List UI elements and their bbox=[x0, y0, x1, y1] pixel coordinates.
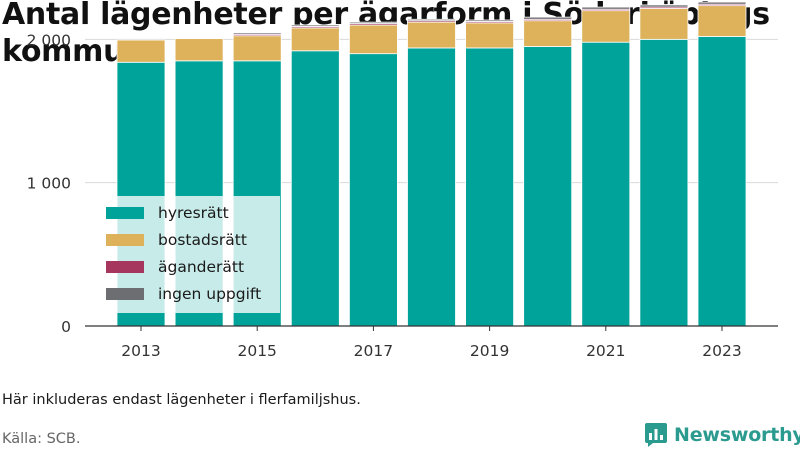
legend-swatch bbox=[106, 261, 144, 273]
bar-segment bbox=[407, 18, 456, 22]
legend-label: bostadsrätt bbox=[158, 231, 247, 249]
bar-segment bbox=[232, 32, 282, 35]
bar-segment bbox=[581, 10, 631, 43]
bar-segment bbox=[697, 5, 747, 37]
brand-logo: Newsworthy bbox=[644, 420, 800, 450]
x-tick-label: 2015 bbox=[237, 342, 276, 360]
bar-segment bbox=[639, 8, 689, 40]
bar-segment bbox=[581, 41, 631, 327]
bar-segment bbox=[697, 1, 747, 5]
bar-segment bbox=[290, 27, 340, 52]
bar-segment bbox=[348, 53, 398, 327]
bar-segment bbox=[581, 6, 631, 10]
bar-segment bbox=[523, 16, 573, 20]
legend-swatch bbox=[106, 288, 144, 300]
bar-segment bbox=[407, 47, 456, 327]
legend-label: äganderätt bbox=[158, 258, 244, 276]
legend-swatch bbox=[106, 234, 144, 246]
x-tick-label: 2019 bbox=[470, 342, 509, 360]
brand-name: Newsworthy bbox=[674, 424, 800, 446]
chart-note: Här inkluderas endast lägenheter i flerf… bbox=[2, 392, 361, 408]
x-tick-label: 2017 bbox=[354, 342, 393, 360]
bar-segment bbox=[174, 38, 224, 62]
bar-segment bbox=[639, 38, 689, 327]
bar-segment bbox=[407, 21, 456, 49]
bar-segment bbox=[639, 4, 689, 8]
legend-swatch bbox=[106, 207, 144, 219]
chart-source: Källa: SCB. bbox=[2, 431, 81, 447]
legend-label: ingen uppgift bbox=[158, 285, 261, 303]
y-tick-label: 1 000 bbox=[27, 175, 71, 193]
legend-label: hyresrätt bbox=[158, 204, 229, 222]
newsworthy-logo-icon bbox=[645, 423, 667, 447]
y-tick-label: 0 bbox=[61, 318, 71, 336]
bar-segment bbox=[348, 21, 398, 24]
bar-segment bbox=[465, 19, 515, 22]
bar-segment bbox=[697, 36, 747, 327]
x-tick-label: 2023 bbox=[702, 342, 741, 360]
bar-segment bbox=[523, 46, 573, 327]
x-tick-label: 2021 bbox=[586, 342, 625, 360]
y-tick-label: 2 000 bbox=[27, 31, 71, 49]
bar-segment bbox=[232, 35, 282, 62]
bar-segment bbox=[290, 24, 340, 27]
bar-segment bbox=[174, 37, 224, 40]
bar-segment bbox=[465, 22, 515, 49]
x-tick-label: 2013 bbox=[121, 342, 160, 360]
stacked-bar-chart: 0 1 000 2 000 2013 2015 2017 2019 2021 2023 hyres… bbox=[27, 1, 778, 360]
bar-segment bbox=[116, 39, 166, 63]
bar-segment bbox=[290, 50, 340, 327]
bar-segment bbox=[348, 24, 398, 55]
bar-segment bbox=[523, 20, 573, 47]
bar-segment bbox=[465, 47, 515, 327]
